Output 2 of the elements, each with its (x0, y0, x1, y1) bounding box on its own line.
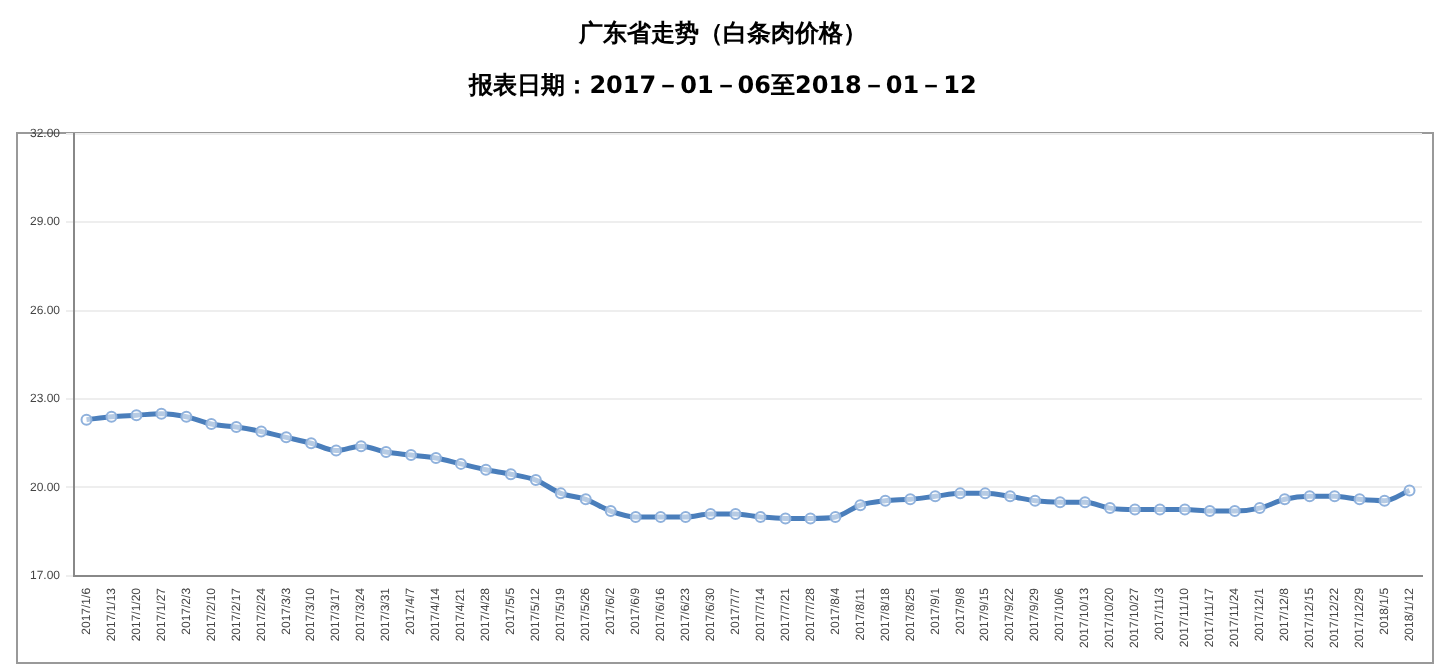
chart-subtitle: 报表日期：2017－01－06至2018－01－12 (467, 71, 977, 100)
chart-title: 广东省走势（白条肉价格） (577, 18, 867, 47)
